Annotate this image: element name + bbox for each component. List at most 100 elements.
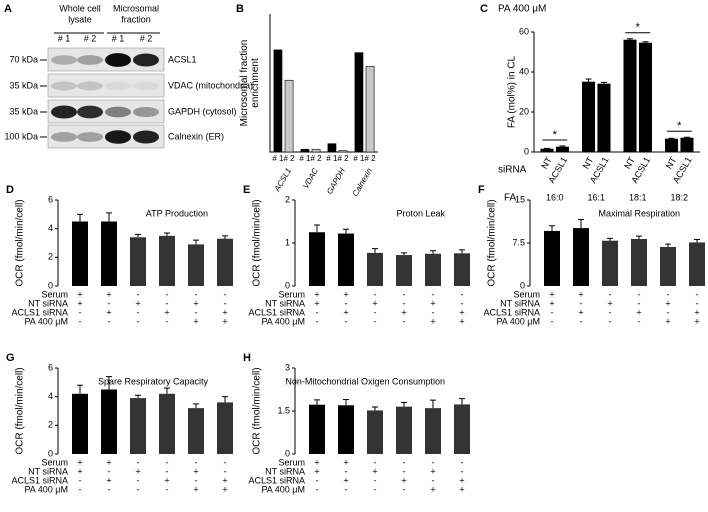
error-bar: [559, 145, 566, 147]
condition-sign: -: [166, 289, 169, 299]
condition-sign: -: [224, 289, 227, 299]
y-tick-label: 2: [48, 252, 53, 262]
condition-label: ACLS1 siRNA: [248, 475, 305, 485]
condition-sign: -: [195, 289, 198, 299]
condition-sign: +: [694, 316, 699, 326]
error-bar: [77, 213, 83, 222]
condition-sign: -: [166, 298, 169, 308]
error-bar: [77, 384, 83, 394]
kda-marker: 70 kDa: [9, 54, 38, 64]
bar: [72, 393, 88, 454]
y-axis-label: enrichment: [250, 58, 261, 108]
y-axis-label: OCR (fmol/min/cell): [252, 367, 263, 454]
axes: [533, 32, 700, 153]
condition-sign: +: [636, 307, 641, 317]
condition-sign: -: [551, 307, 554, 317]
protein-label: Calnexin (ER): [168, 131, 224, 141]
condition-sign: -: [374, 457, 377, 467]
error-bar: [372, 248, 378, 253]
condition-sign: -: [461, 298, 464, 308]
error-bar: [430, 250, 436, 254]
condition-sign: +: [77, 457, 82, 467]
condition-sign: -: [374, 475, 377, 485]
bar: [338, 150, 348, 153]
y-tick-label: 6: [48, 194, 53, 204]
condition-sign: +: [314, 298, 319, 308]
y-tick-label: 3: [285, 362, 290, 372]
condition-sign: -: [403, 457, 406, 467]
x-tick-label: 16:1: [587, 192, 605, 202]
condition-sign: -: [195, 307, 198, 317]
error-bar: [401, 252, 407, 256]
bar: [311, 148, 321, 153]
bar: [544, 230, 560, 286]
bar: [300, 148, 310, 153]
condition-sign: +: [459, 316, 464, 326]
error-bar: [193, 239, 199, 245]
condition-sign: +: [430, 466, 435, 476]
condition-sign: +: [430, 484, 435, 494]
chart-title: Proton Leak: [396, 208, 445, 218]
error-bar: [607, 237, 613, 241]
y-axis-label: OCR (fmol/min/cell): [487, 199, 498, 286]
series-tick-label: # 1: [353, 154, 365, 163]
condition-sign: +: [578, 289, 583, 299]
condition-sign: -: [137, 484, 140, 494]
condition-sign: +: [314, 466, 319, 476]
condition-sign: +: [372, 298, 377, 308]
lane-group-label: lysate: [68, 14, 92, 24]
bar: [217, 402, 233, 454]
chart-title: PA 400 μM: [498, 4, 546, 15]
error-bar: [430, 399, 436, 409]
condition-sign: +: [459, 307, 464, 317]
condition-sign: -: [316, 316, 319, 326]
condition-sign: -: [137, 457, 140, 467]
series-tick-label: NT: [622, 155, 637, 171]
condition-label: PA 400 μM: [24, 316, 68, 326]
y-tick-label: 0: [285, 280, 290, 290]
panel-letter: G: [6, 352, 15, 364]
bar: [217, 238, 233, 286]
lane-label: # 2: [84, 33, 97, 43]
condition-sign: -: [79, 307, 82, 317]
condition-sign: -: [374, 316, 377, 326]
condition-sign: -: [638, 289, 641, 299]
bar: [284, 79, 294, 153]
condition-sign: -: [137, 289, 140, 299]
condition-sign: +: [343, 307, 348, 317]
bar: [309, 232, 325, 286]
condition-label: PA 400 μM: [496, 316, 540, 326]
y-tick-label: 0: [524, 146, 529, 156]
bar: [555, 146, 569, 153]
condition-label: NT siRNA: [28, 466, 68, 476]
band: [51, 132, 77, 142]
bar: [188, 408, 204, 454]
band: [77, 81, 103, 91]
condition-sign: -: [461, 466, 464, 476]
bar: [396, 255, 412, 286]
y-tick-label: 4: [48, 391, 53, 401]
bar: [130, 237, 146, 286]
bar: [425, 408, 441, 454]
condition-label: Serum: [278, 457, 305, 467]
condition-sign: +: [106, 475, 111, 485]
kda-marker: 35 kDa: [9, 80, 38, 90]
bar: [638, 42, 652, 153]
lane-group-label: fraction: [121, 14, 151, 24]
panel-letter: D: [6, 184, 14, 196]
panel-letter: E: [243, 184, 250, 196]
condition-sign: -: [137, 475, 140, 485]
condition-sign: -: [667, 289, 670, 299]
bar: [101, 221, 117, 286]
condition-sign: -: [374, 289, 377, 299]
condition-sign: -: [403, 466, 406, 476]
y-tick-label: 6: [48, 362, 53, 372]
y-tick-label: 15: [515, 194, 525, 204]
condition-sign: -: [195, 457, 198, 467]
panel-letter: B: [236, 3, 244, 15]
condition-sign: -: [609, 289, 612, 299]
bar: [188, 244, 204, 286]
condition-sign: +: [193, 316, 198, 326]
panel-letter: H: [243, 352, 251, 364]
y-axis-label: OCR (fmol/min/cell): [15, 367, 26, 454]
